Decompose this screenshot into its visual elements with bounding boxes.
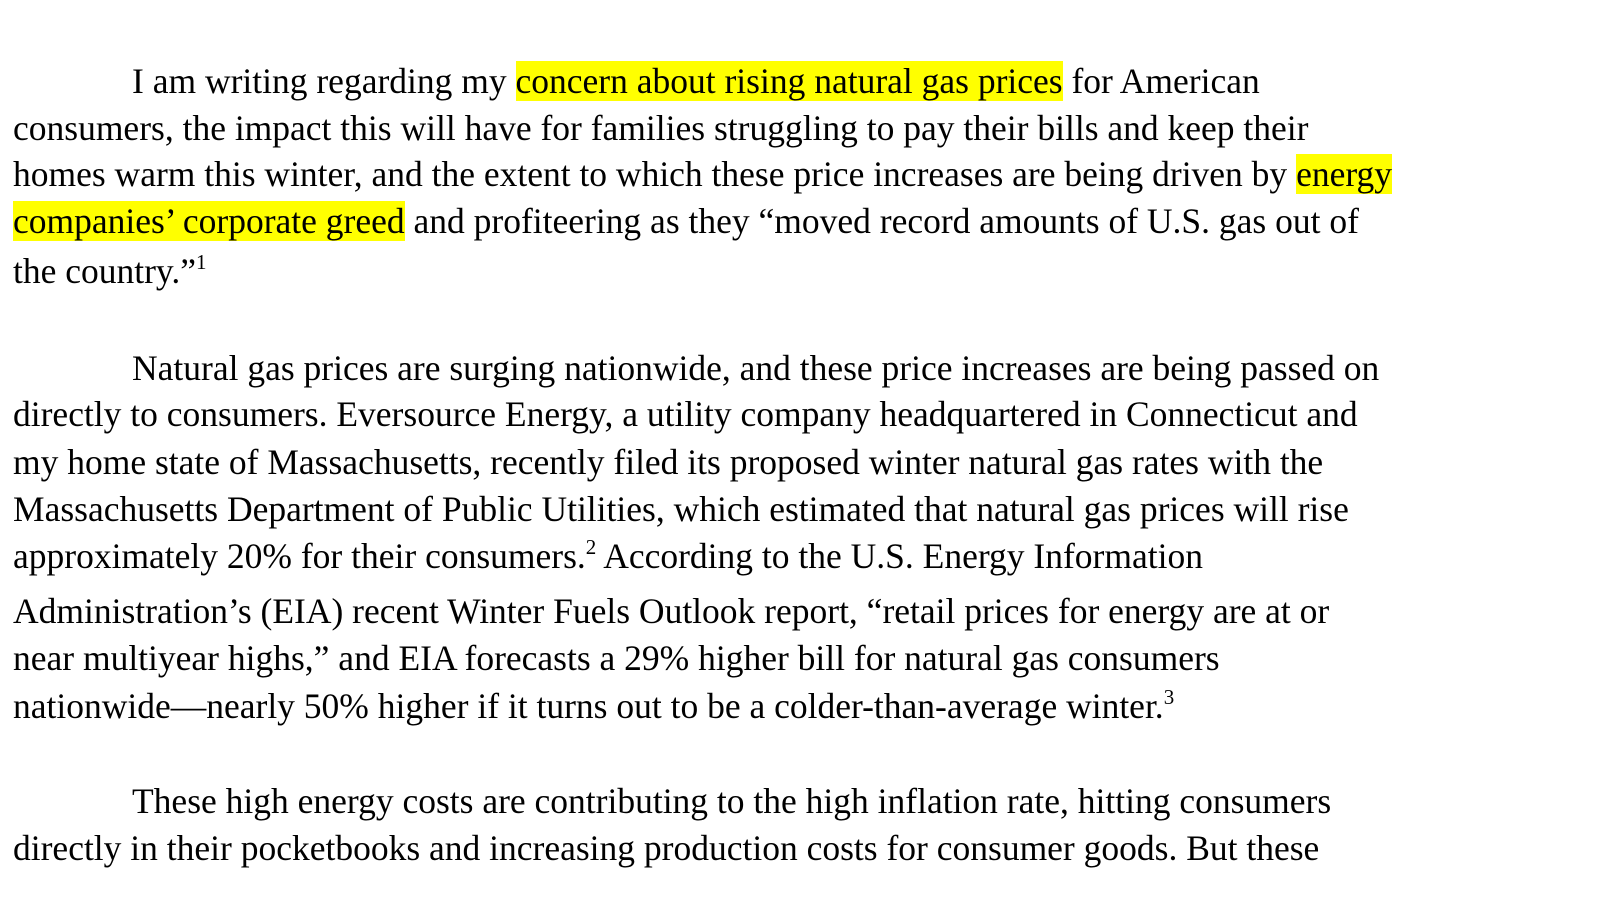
text-segment: and profiteering as they “moved record a… — [404, 201, 1359, 241]
text-line: Administration’s (EIA) recent Winter Fue… — [13, 589, 1329, 633]
text-segment: directly to consumers. Eversource Energy… — [13, 394, 1358, 434]
text-line: approximately 20% for their consumers.2 … — [13, 534, 1203, 578]
text-line: I am writing regarding my concern about … — [132, 59, 1260, 103]
text-segment: These high energy costs are contributing… — [132, 781, 1332, 821]
text-line: Massachusetts Department of Public Utili… — [13, 487, 1349, 531]
text-segment: near multiyear highs,” and EIA forecasts… — [13, 638, 1220, 678]
text-segment: nationwide—nearly 50% higher if it turns… — [13, 686, 1164, 726]
text-line: These high energy costs are contributing… — [132, 779, 1331, 823]
text-segment: directly in their pocketbooks and increa… — [13, 828, 1320, 868]
text-segment: the country.” — [13, 251, 197, 291]
text-segment: for American — [1062, 61, 1260, 101]
text-line: the country.”1 — [13, 249, 207, 293]
text-segment: Massachusetts Department of Public Utili… — [13, 489, 1349, 529]
text-segment: According to the U.S. Energy Information — [596, 536, 1203, 576]
text-line: Natural gas prices are surging nationwid… — [132, 346, 1379, 390]
text-line: my home state of Massachusetts, recently… — [13, 440, 1323, 484]
text-segment: Administration’s (EIA) recent Winter Fue… — [13, 591, 1330, 631]
text-line: consumers, the impact this will have for… — [13, 106, 1308, 150]
highlighted-text: energy — [1296, 154, 1393, 194]
text-segment: Natural gas prices are surging nationwid… — [132, 348, 1380, 388]
text-line: directly in their pocketbooks and increa… — [13, 826, 1319, 870]
highlighted-text: concern about rising natural gas prices — [515, 61, 1063, 101]
text-segment: I am writing regarding my — [132, 61, 516, 101]
text-line: nationwide—nearly 50% higher if it turns… — [13, 684, 1174, 728]
text-line: companies’ corporate greed and profiteer… — [13, 199, 1359, 243]
text-segment: my home state of Massachusetts, recently… — [13, 442, 1324, 482]
footnote-reference: 1 — [196, 250, 207, 274]
text-segment: homes warm this winter, and the extent t… — [13, 154, 1297, 194]
highlighted-text: companies’ corporate greed — [13, 201, 405, 241]
footnote-reference: 3 — [1163, 685, 1175, 709]
text-segment: approximately 20% for their consumers. — [13, 536, 586, 576]
text-line: homes warm this winter, and the extent t… — [13, 152, 1393, 196]
footnote-reference: 2 — [585, 535, 597, 559]
text-line: near multiyear highs,” and EIA forecasts… — [13, 636, 1220, 680]
text-segment: consumers, the impact this will have for… — [13, 108, 1309, 148]
text-line: directly to consumers. Eversource Energy… — [13, 392, 1358, 436]
